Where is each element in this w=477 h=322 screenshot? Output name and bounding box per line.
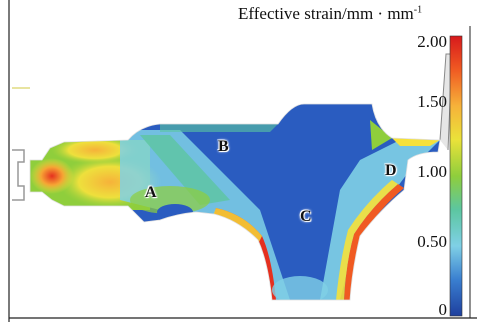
- workpiece-contour: [30, 104, 440, 300]
- region-label-b: B: [218, 138, 229, 155]
- scale-tick-label: 0.50: [417, 232, 447, 251]
- scale-tick-label: 1.00: [417, 162, 447, 181]
- scale-tick-label: 1.50: [417, 92, 447, 111]
- scale-tick-label: 0: [438, 300, 448, 319]
- region-label-d: D: [385, 162, 397, 179]
- region-label-a: A: [145, 184, 157, 201]
- region-label-c: C: [300, 208, 312, 225]
- legend-title: Effective strain/mm · mm-1: [238, 4, 423, 23]
- workpiece-outline: [29, 103, 441, 301]
- die-outline: [12, 149, 25, 201]
- scale-tick-label: 2.00: [417, 32, 447, 51]
- color-scale-bar: [449, 35, 463, 317]
